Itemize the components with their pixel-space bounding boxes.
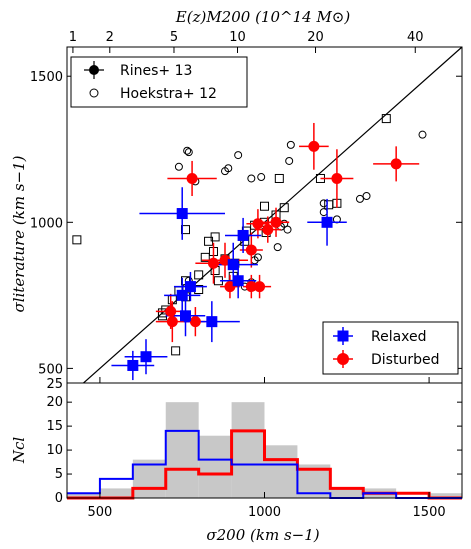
rines-point bbox=[274, 173, 284, 183]
hist-bar-all bbox=[165, 402, 199, 498]
x-axis-label: σ200 (km s−1) bbox=[206, 526, 319, 544]
hoekstra-point bbox=[184, 148, 193, 157]
top-axis-tick-label: 40 bbox=[407, 30, 424, 45]
rines-point bbox=[72, 235, 82, 245]
relaxed-point bbox=[184, 281, 196, 293]
hoekstra-point bbox=[174, 162, 183, 171]
scatter-ytick-label: 1500 bbox=[30, 70, 63, 85]
relaxed-point bbox=[237, 229, 249, 241]
relaxed-point bbox=[232, 275, 244, 287]
legend-rines-marker bbox=[89, 65, 99, 75]
hoekstra-point bbox=[285, 156, 294, 165]
relaxed-point bbox=[206, 316, 218, 328]
top-axis-tick-label: 2 bbox=[106, 30, 114, 45]
hist-bar-all bbox=[67, 493, 100, 498]
hist-ytick-label: 0 bbox=[55, 491, 63, 506]
legend-rines-label: Rines+ 13 bbox=[120, 63, 192, 79]
hist-xtick-label: 1000 bbox=[248, 505, 281, 520]
histogram-panel: 0 5 10 15 20 500 1000 1500 bbox=[46, 382, 463, 520]
hist-bar-all bbox=[99, 488, 133, 498]
disturbed-point bbox=[207, 257, 219, 269]
hoekstra-point bbox=[183, 146, 192, 155]
hoekstra-point bbox=[362, 192, 371, 201]
hist-bar-all bbox=[429, 493, 462, 498]
rines-point bbox=[171, 346, 181, 356]
hist-bar-all bbox=[198, 435, 232, 498]
legend-disturbed-marker bbox=[337, 353, 349, 365]
hist-xtick-label: 1500 bbox=[413, 505, 446, 520]
rines-point bbox=[200, 252, 210, 262]
relaxed-point bbox=[127, 359, 139, 371]
legend-relaxed-marker bbox=[337, 330, 349, 342]
one-to-one-line bbox=[83, 46, 463, 384]
hist-ytick-label: 5 bbox=[55, 467, 63, 482]
legend-disturbed-label: Disturbed bbox=[371, 352, 439, 368]
disturbed-point bbox=[262, 224, 274, 236]
hoekstra-point bbox=[273, 243, 282, 252]
disturbed-point bbox=[245, 244, 257, 256]
hoekstra-point bbox=[257, 173, 266, 182]
scatter-ytick-label-extra: 25 bbox=[46, 377, 63, 392]
y-axis-label: σliterature (km s−1) bbox=[10, 155, 28, 312]
hist-y-axis-label: Ncl bbox=[10, 437, 28, 465]
rines-point bbox=[324, 200, 334, 210]
disturbed-point bbox=[390, 158, 402, 170]
hoekstra-point bbox=[234, 151, 243, 160]
hoekstra-point bbox=[221, 167, 229, 176]
rines-point bbox=[204, 236, 214, 246]
top-axis-label: E(z)M200 (10^14 M⊙) bbox=[175, 8, 351, 26]
legend-top: Rines+ 13 Hoekstra+ 12 bbox=[70, 56, 248, 108]
relaxed-point bbox=[140, 351, 152, 363]
relaxed-point bbox=[321, 216, 333, 228]
hist-ytick-label: 20 bbox=[46, 395, 63, 410]
top-axis-tick-label: 10 bbox=[229, 30, 246, 45]
rines-point bbox=[260, 201, 269, 211]
hist-xtick-label: 500 bbox=[88, 505, 113, 520]
disturbed-point bbox=[331, 172, 343, 184]
relaxed-point bbox=[176, 208, 188, 220]
legend-relaxed-label: Relaxed bbox=[371, 329, 427, 345]
hoekstra-point bbox=[319, 208, 328, 217]
disturbed-point bbox=[308, 140, 320, 152]
legend-bottom: Relaxed Disturbed bbox=[322, 321, 459, 375]
rines-point bbox=[381, 114, 391, 124]
disturbed-point bbox=[166, 316, 178, 328]
hist-ytick-label: 15 bbox=[46, 419, 63, 434]
hoekstra-point bbox=[247, 174, 256, 183]
hoekstra-point bbox=[418, 130, 427, 139]
top-axis-tick-label: 5 bbox=[170, 30, 178, 45]
rines-point bbox=[194, 270, 204, 280]
disturbed-point bbox=[186, 172, 198, 184]
legend-hoekstra-label: Hoekstra+ 12 bbox=[120, 86, 217, 102]
disturbed-point bbox=[165, 305, 177, 317]
hist-bar-all bbox=[330, 488, 364, 498]
disturbed-point bbox=[245, 281, 257, 293]
top-axis-tick-label: 1 bbox=[69, 30, 77, 45]
disturbed-point bbox=[270, 216, 282, 228]
hist-bar-all bbox=[132, 459, 166, 498]
scatter-ytick-label: 1000 bbox=[30, 216, 63, 231]
hist-bar-all bbox=[264, 445, 298, 498]
hoekstra-point bbox=[355, 194, 364, 203]
hist-ytick-label: 10 bbox=[46, 443, 63, 458]
hoekstra-point bbox=[319, 199, 328, 208]
hist-bar-all bbox=[231, 402, 265, 498]
scatter-ytick-label: 500 bbox=[38, 362, 63, 377]
relaxed-point bbox=[180, 310, 191, 322]
disturbed-point bbox=[252, 218, 264, 230]
hoekstra-point bbox=[283, 225, 292, 234]
top-axis-tick-label: 20 bbox=[307, 30, 324, 45]
hoekstra-point bbox=[286, 140, 295, 149]
relaxed-point bbox=[176, 289, 188, 301]
disturbed-point bbox=[254, 281, 266, 293]
hist-step-relaxed bbox=[67, 429, 462, 499]
disturbed-point bbox=[189, 316, 201, 328]
legend-top-frame bbox=[70, 56, 248, 108]
legend-hoekstra-marker bbox=[89, 88, 99, 98]
relaxed-point bbox=[227, 259, 239, 271]
rines-point bbox=[279, 203, 289, 213]
